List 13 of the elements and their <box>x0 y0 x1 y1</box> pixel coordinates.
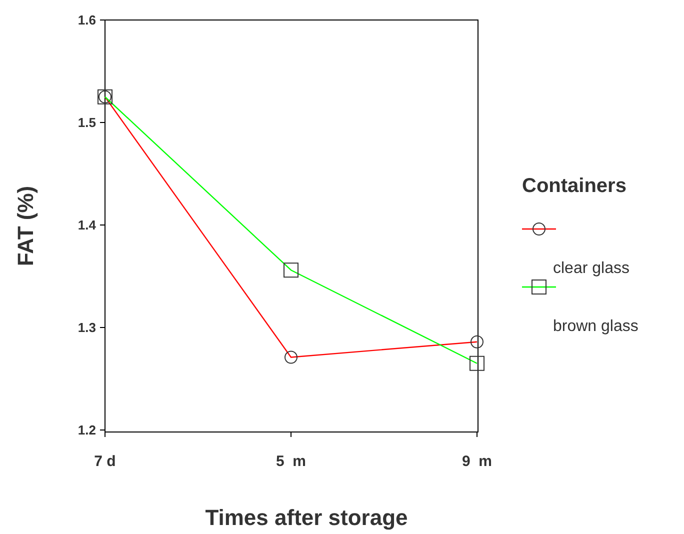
y-tick-label: 1.2 <box>78 422 96 438</box>
text: clear glass <box>553 260 630 277</box>
text: brown glass <box>553 318 638 335</box>
y-tick-label: 1.5 <box>78 115 96 130</box>
x-tick-label: 5 m <box>276 453 306 470</box>
x-tick-label: 7 d <box>94 453 116 470</box>
x-tick-label: 9 m <box>462 453 492 470</box>
x-axis-title: Times after storage <box>205 505 408 530</box>
y-tick-label: 1.3 <box>78 320 96 336</box>
legend-title: Containers <box>522 175 626 197</box>
y-axis-title: FAT (%) <box>13 186 38 266</box>
y-tick-label: 1.6 <box>78 12 96 28</box>
y-tick-label: 1.4 <box>78 218 97 233</box>
